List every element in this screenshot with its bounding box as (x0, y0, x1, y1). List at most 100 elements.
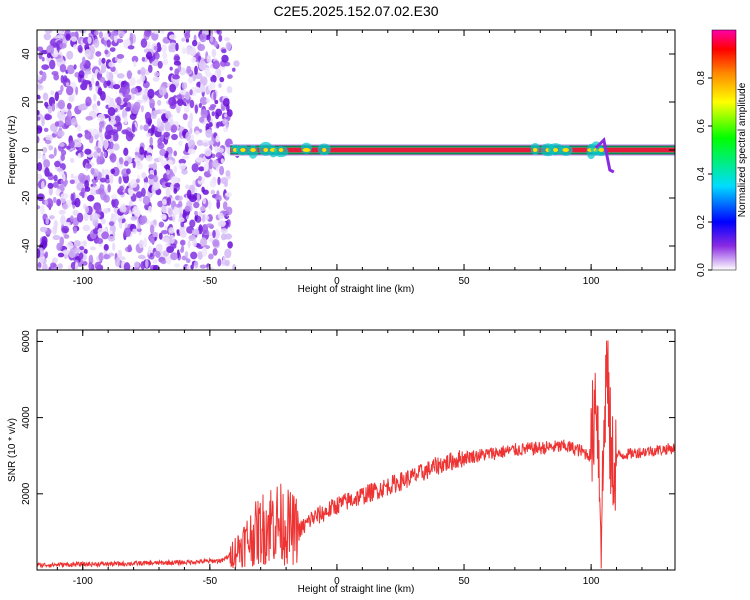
noise-blob (98, 31, 103, 39)
noise-blob (149, 252, 153, 257)
noise-blob (107, 147, 115, 154)
spectrogram-ylabel: Frequency (Hz) (7, 116, 18, 185)
noise-blob (92, 228, 99, 235)
noise-blob (186, 265, 190, 270)
spectrogram-xtick-label: -100 (73, 276, 93, 287)
noise-blob (132, 161, 136, 169)
noise-blob (105, 124, 113, 134)
noise-blob (187, 148, 196, 155)
noise-blob (117, 30, 125, 38)
noise-blob (224, 61, 231, 67)
noise-blob (220, 228, 228, 234)
noise-blob (173, 165, 178, 174)
noise-blob (70, 215, 74, 223)
snr-panel: -100 -50 0 50 100 2000 4000 6000 Height of stra… (7, 329, 676, 595)
noise-blob (136, 162, 143, 170)
noise-blob (123, 160, 129, 167)
noise-blob (163, 131, 171, 138)
noise-blob (186, 258, 191, 264)
noise-blob (104, 253, 109, 260)
noise-blob (70, 173, 74, 179)
noise-blob (162, 58, 169, 66)
noise-blob (189, 195, 197, 203)
noise-blob (149, 98, 156, 109)
noise-blob (104, 177, 111, 184)
noise-blob (215, 152, 223, 159)
noise-blob (194, 104, 198, 114)
noise-blob (198, 211, 203, 218)
noise-blob (159, 148, 167, 157)
noise-blob (217, 69, 222, 79)
noise-blob (85, 163, 92, 169)
noise-blob (151, 185, 156, 195)
noise-blob (198, 166, 205, 172)
noise-blob (77, 133, 83, 138)
noise-blob (144, 30, 152, 37)
noise-blob (100, 135, 104, 142)
noise-blob (199, 206, 206, 212)
noise-blob (225, 41, 232, 51)
noise-blob (96, 155, 101, 165)
noise-blob (168, 96, 177, 107)
noise-blob (199, 33, 207, 43)
noise-blob (66, 109, 72, 120)
noise-blob (57, 130, 65, 138)
noise-blob (103, 139, 108, 149)
noise-blob (131, 55, 139, 63)
noise-blob (69, 179, 75, 185)
noise-blob (184, 184, 190, 189)
noise-blob (174, 68, 180, 76)
noise-blob (91, 76, 95, 86)
noise-blob (181, 47, 187, 55)
noise-blob (178, 140, 183, 147)
noise-blob (42, 262, 48, 270)
band-blob-core (562, 148, 569, 152)
noise-blob (209, 33, 214, 43)
noise-blob (103, 151, 107, 158)
noise-blob (220, 177, 229, 185)
noise-blob (129, 113, 137, 120)
noise-blob (98, 120, 105, 128)
band-blob-core (322, 148, 327, 152)
noise-blob (191, 228, 200, 236)
colorbar-tick-label: 0.4 (696, 167, 707, 181)
noise-blob (225, 192, 232, 197)
noise-blob (37, 267, 41, 270)
zero-doppler-band (230, 136, 675, 174)
noise-blob (203, 163, 209, 172)
noise-blob (198, 224, 203, 235)
noise-blob (225, 123, 229, 129)
noise-blob (53, 219, 58, 230)
noise-blob (37, 205, 41, 210)
noise-blob (168, 34, 177, 40)
noise-blob (84, 130, 92, 140)
noise-blob (224, 113, 228, 118)
noise-blob (59, 42, 67, 49)
noise-blob (101, 231, 109, 240)
noise-blob (136, 227, 142, 232)
noise-blob (216, 30, 220, 34)
spectrogram-xtick-label: -50 (203, 276, 218, 287)
noise-blob (130, 87, 139, 95)
noise-blob (99, 177, 107, 183)
noise-blob (53, 196, 57, 204)
noise-blob (116, 73, 125, 79)
noise-blob (50, 262, 57, 268)
band-blob-core (278, 148, 284, 152)
noise-blob (123, 116, 128, 125)
noise-blob (106, 39, 112, 48)
noise-blob (44, 251, 49, 259)
noise-blob (60, 193, 69, 199)
noise-blob (73, 44, 78, 50)
noise-blob (76, 124, 81, 132)
noise-blob (41, 64, 50, 70)
noise-blob (127, 45, 135, 50)
noise-blob (138, 239, 144, 249)
noise-blob (102, 208, 109, 214)
noise-blob (186, 65, 192, 74)
noise-blob (212, 60, 220, 70)
noise-blob (200, 237, 208, 248)
spectrogram-ticks: -100 -50 0 50 100 -40 -20 0 20 40 (21, 30, 675, 287)
noise-blob (160, 30, 165, 34)
noise-blob (116, 54, 125, 59)
